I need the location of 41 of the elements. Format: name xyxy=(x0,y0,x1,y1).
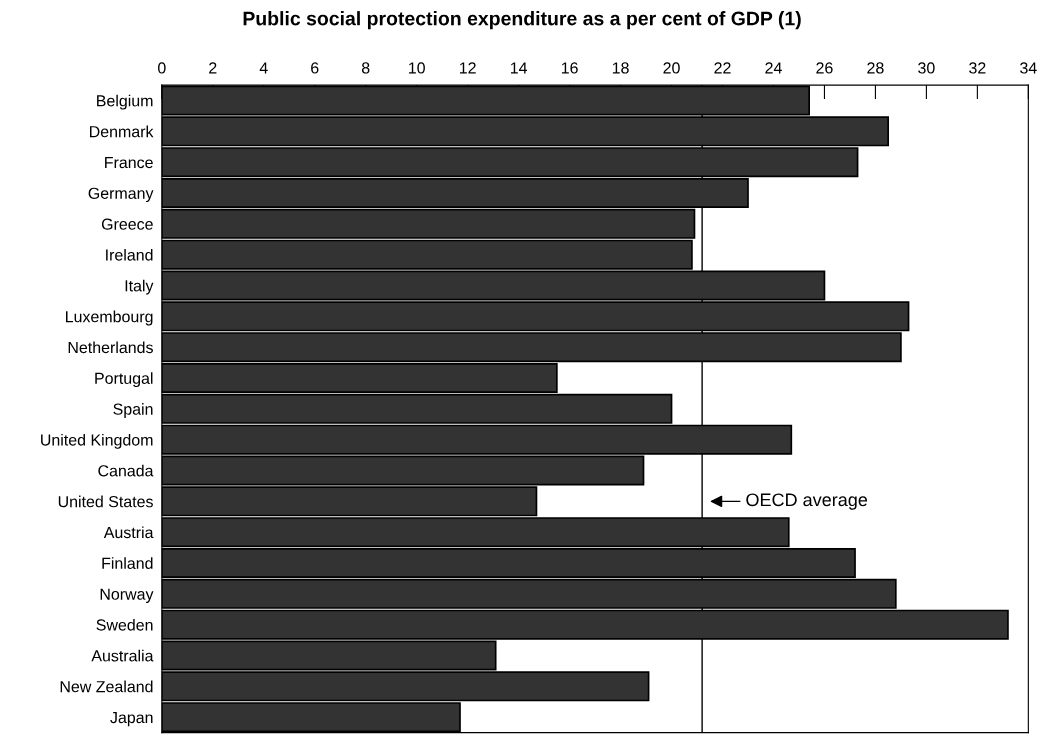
y-tick-label: Norway xyxy=(100,588,154,603)
annotation: OECD average xyxy=(746,493,868,510)
x-tick-label: 0 xyxy=(158,62,166,74)
x-tick-label: 30 xyxy=(918,62,935,74)
x-tick-label: 10 xyxy=(409,62,425,74)
y-tick-label: Belgium xyxy=(97,94,153,110)
x-tick-label: 12 xyxy=(459,62,476,74)
chart-title: Public social protection expenditure as a per cent of GDP (1) xyxy=(243,11,801,30)
y-tick-label: Luxembourg xyxy=(66,310,153,326)
y-tick-label: Australia xyxy=(91,649,154,662)
x-tick-label: 26 xyxy=(816,62,833,74)
x-tick-label: 22 xyxy=(714,62,731,74)
y-tick-label: Canada xyxy=(98,464,154,477)
x-tick-label: 34 xyxy=(1020,62,1037,74)
y-tick-label: Ireland xyxy=(106,248,153,261)
y-tick-label: United States xyxy=(58,495,153,508)
y-tick-label: Sweden xyxy=(96,618,153,631)
y-tick-label: Denmark xyxy=(90,125,154,138)
y-tick-label: Austria xyxy=(103,526,154,539)
y-tick-label: France xyxy=(105,156,153,169)
y-tick-label: Netherlands xyxy=(68,341,153,354)
y-tick-label: Portugal xyxy=(95,372,153,388)
x-tick-label: 4 xyxy=(259,62,268,74)
x-tick-label: 28 xyxy=(867,62,884,74)
x-tick-label: 24 xyxy=(765,62,782,74)
x-tick-label: 18 xyxy=(612,62,629,74)
x-tick-label: 2 xyxy=(209,62,217,74)
y-tick-label: Spain xyxy=(113,403,153,418)
x-tick-label: 8 xyxy=(361,62,370,74)
y-tick-label: Greece xyxy=(101,218,153,230)
y-tick-label: Finland xyxy=(102,557,153,569)
x-tick-label: 6 xyxy=(311,62,319,74)
x-tick-label: 32 xyxy=(969,62,986,74)
y-tick-label: New Zealand xyxy=(60,680,153,693)
x-tick-label: 20 xyxy=(663,62,680,74)
x-tick-label: 16 xyxy=(561,62,578,74)
y-tick-label: Japan xyxy=(110,711,153,727)
y-tick-label: Germany xyxy=(88,187,154,203)
x-tick-label: 14 xyxy=(510,62,528,74)
y-tick-label: United Kingdom xyxy=(41,433,153,449)
y-tick-label: Italy xyxy=(125,279,154,295)
